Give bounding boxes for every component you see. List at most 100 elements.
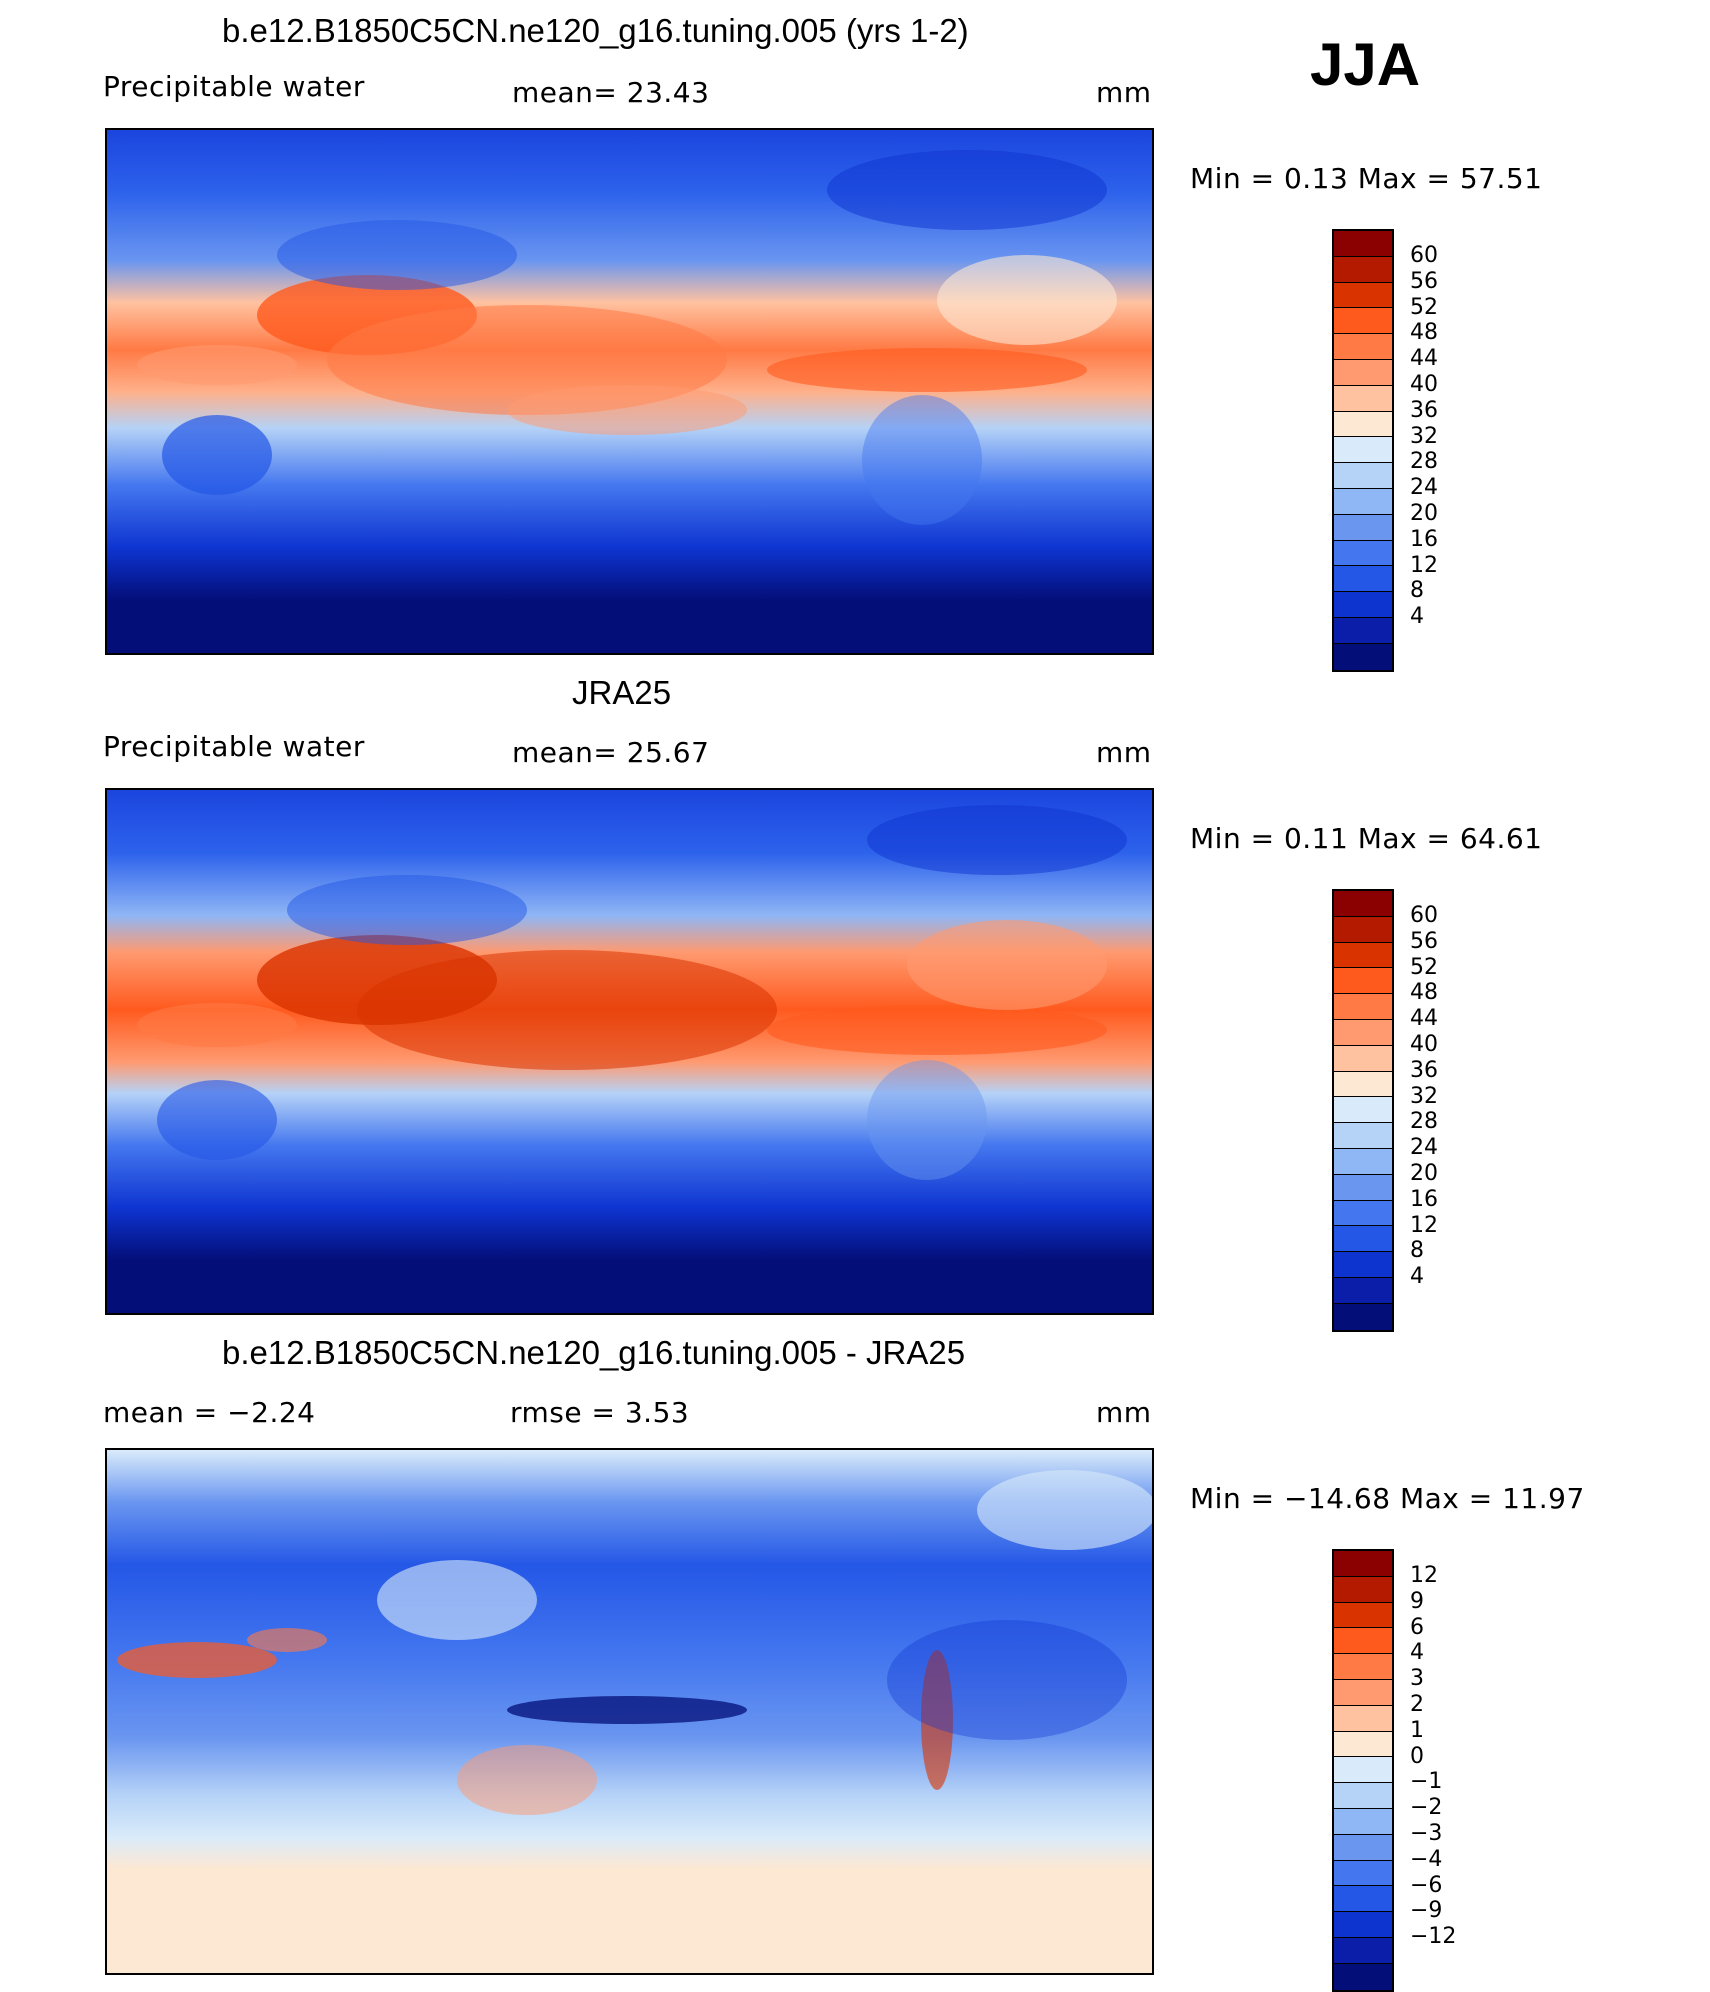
colorbar-swatch [1334,488,1392,515]
colorbar-tick-label: 36 [1410,398,1438,423]
colorbar-swatch [1334,1174,1392,1201]
colorbar-swatch [1334,540,1392,567]
panel-3-minmax: Min = −14.68 Max = 11.97 [1190,1482,1585,1515]
colorbar-swatch [1334,1303,1392,1330]
panel-1-title: b.e12.B1850C5CN.ne120_g16.tuning.005 (yr… [222,12,969,49]
colorbar-tick-label: 16 [1410,1187,1438,1212]
colorbar-swatch [1334,1602,1392,1629]
colorbar-tick-label: 3 [1410,1666,1424,1691]
colorbar-tick-label: 20 [1410,1161,1438,1186]
panel-1-field [107,130,1152,653]
colorbar-swatch [1334,231,1392,257]
colorbar-tick-label: −2 [1410,1795,1443,1820]
colorbar-swatch [1334,1226,1392,1253]
colorbar-swatch [1334,1019,1392,1046]
panel-2-units: mm [1096,736,1152,769]
colorbar-tick-label: 60 [1410,243,1438,268]
colorbar-tick-label: 6 [1410,1615,1424,1640]
colorbar-swatch [1334,968,1392,995]
colorbar-tick-label: 1 [1410,1718,1424,1743]
colorbar-swatch [1334,411,1392,438]
colorbar-tick-label: 16 [1410,527,1438,552]
colorbar-swatch [1334,942,1392,969]
colorbar-swatch [1334,1097,1392,1124]
panel-3-colorbar [1332,1549,1394,1992]
colorbar-swatch [1334,308,1392,335]
colorbar-tick-label: 48 [1410,980,1438,1005]
colorbar-swatch [1334,1731,1392,1758]
colorbar-swatch [1334,1551,1392,1577]
colorbar-swatch [1334,1886,1392,1913]
colorbar-tick-label: 40 [1410,1032,1438,1057]
colorbar-tick-label: 32 [1410,1084,1438,1109]
panel-1-minmax: Min = 0.13 Max = 57.51 [1190,162,1543,195]
colorbar-swatch [1334,566,1392,593]
colorbar-tick-label: 32 [1410,424,1438,449]
colorbar-tick-label: 44 [1410,346,1438,371]
colorbar-tick-label: −6 [1410,1873,1443,1898]
colorbar-swatch [1334,359,1392,386]
colorbar-tick-label: 24 [1410,475,1438,500]
colorbar-tick-label: 56 [1410,269,1438,294]
panel-3-rmse: rmse = 3.53 [510,1396,690,1429]
colorbar-swatch [1334,1654,1392,1680]
colorbar-swatch [1334,891,1392,917]
colorbar-tick-label: 9 [1410,1589,1424,1614]
panel-3-field [107,1450,1152,1973]
panel-2-colorbar [1332,889,1394,1332]
colorbar-swatch [1334,1705,1392,1732]
colorbar-swatch [1334,1148,1392,1175]
colorbar-tick-label: 40 [1410,372,1438,397]
panel-2-map [105,788,1154,1315]
colorbar-swatch [1334,1252,1392,1278]
colorbar-swatch [1334,1860,1392,1887]
colorbar-swatch [1334,1576,1392,1603]
panel-1-map [105,128,1154,655]
colorbar-swatch [1334,385,1392,412]
colorbar-tick-label: 28 [1410,1109,1438,1134]
colorbar-tick-label: 36 [1410,1058,1438,1083]
colorbar-swatch [1334,1808,1392,1835]
colorbar-swatch [1334,437,1392,464]
panel-1-units: mm [1096,76,1152,109]
colorbar-swatch [1334,1963,1392,1990]
colorbar-swatch [1334,1834,1392,1861]
colorbar-tick-label: −4 [1410,1847,1443,1872]
colorbar-swatch [1334,1277,1392,1304]
colorbar-swatch [1334,1628,1392,1655]
season-label: JJA [1310,31,1421,98]
panel-3-map [105,1448,1154,1975]
colorbar-tick-label: 0 [1410,1744,1424,1769]
panel-1-left-label: Precipitable water [103,70,365,103]
colorbar-tick-label: 12 [1410,553,1438,578]
panel-3-mean: mean = −2.24 [103,1396,316,1429]
colorbar-swatch [1334,1045,1392,1072]
colorbar-swatch [1334,1679,1392,1706]
panel-1-colorbar [1332,229,1394,672]
colorbar-swatch [1334,592,1392,618]
colorbar-swatch [1334,514,1392,541]
colorbar-tick-label: −12 [1410,1924,1457,1949]
colorbar-swatch [1334,1937,1392,1964]
panel-2-mean: mean= 25.67 [512,736,710,769]
colorbar-tick-label: 12 [1410,1213,1438,1238]
colorbar-swatch [1334,1912,1392,1938]
panel-2-minmax: Min = 0.11 Max = 64.61 [1190,822,1543,855]
colorbar-tick-label: 4 [1410,604,1424,629]
colorbar-swatch [1334,256,1392,283]
colorbar-tick-label: 56 [1410,929,1438,954]
colorbar-swatch [1334,994,1392,1020]
colorbar-tick-label: 60 [1410,903,1438,928]
colorbar-swatch [1334,463,1392,489]
colorbar-swatch [1334,1123,1392,1149]
colorbar-swatch [1334,334,1392,360]
colorbar-tick-label: 52 [1410,295,1438,320]
colorbar-tick-label: 20 [1410,501,1438,526]
colorbar-swatch [1334,617,1392,644]
colorbar-swatch [1334,1071,1392,1098]
colorbar-tick-label: 52 [1410,955,1438,980]
colorbar-tick-label: 28 [1410,449,1438,474]
panel-3-units: mm [1096,1396,1152,1429]
colorbar-swatch [1334,1757,1392,1784]
panel-1-mean: mean= 23.43 [512,76,710,109]
